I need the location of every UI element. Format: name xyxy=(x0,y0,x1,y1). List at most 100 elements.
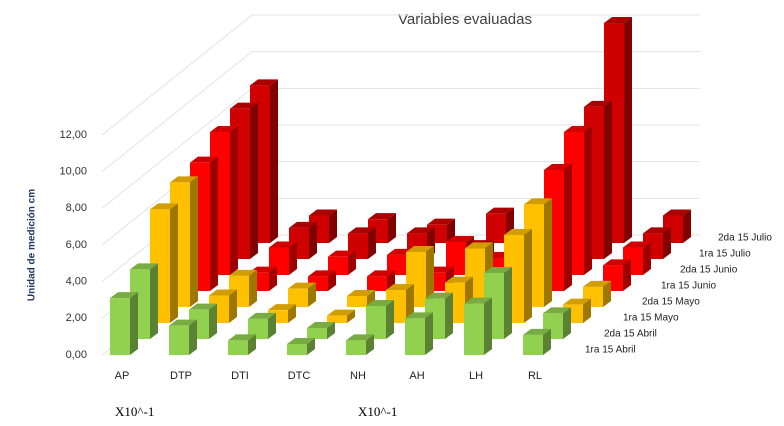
y-tick-label: 10,00 xyxy=(59,166,87,178)
bar-top xyxy=(564,126,592,132)
bar xyxy=(484,267,512,339)
bar-side xyxy=(425,312,433,355)
bar xyxy=(604,17,632,243)
bar xyxy=(308,270,336,291)
bar-side xyxy=(484,297,492,355)
bar-front xyxy=(228,340,248,355)
series-label: 1ra 15 Junio xyxy=(661,281,716,292)
bar-side xyxy=(386,300,394,339)
grid-line xyxy=(101,14,700,136)
bar-side xyxy=(426,246,434,307)
bar-side xyxy=(663,227,671,259)
bar-front xyxy=(523,334,543,355)
bar-top xyxy=(563,298,591,305)
bar-top xyxy=(366,300,394,306)
bar-side xyxy=(348,250,356,275)
y-tick-label: 2,00 xyxy=(66,312,87,324)
bar-top xyxy=(464,297,492,304)
bar xyxy=(523,328,551,355)
bar-top xyxy=(543,307,571,314)
bar-top xyxy=(169,319,197,326)
bar-top xyxy=(604,17,632,23)
bar xyxy=(228,334,256,355)
bar-top xyxy=(269,241,297,248)
bar xyxy=(288,282,316,307)
bar-top xyxy=(623,241,651,248)
bar-front xyxy=(367,276,387,291)
bar-front xyxy=(464,303,484,355)
bar xyxy=(543,307,571,339)
bar xyxy=(287,338,315,355)
bar xyxy=(169,319,197,355)
bar xyxy=(327,309,355,323)
bar-front xyxy=(288,288,308,307)
bar-side xyxy=(368,227,376,259)
bar-side xyxy=(269,266,277,291)
bar-side xyxy=(250,102,258,260)
bar-side xyxy=(209,303,217,339)
bar-side xyxy=(643,241,651,275)
bar-top xyxy=(486,207,514,214)
series-label: 2da 15 Junio xyxy=(680,265,738,276)
bar-top xyxy=(309,209,337,216)
bar-front xyxy=(248,318,268,339)
bar-top xyxy=(248,312,276,319)
bar-side xyxy=(367,290,375,307)
bar-top xyxy=(524,198,552,205)
series-label: 2da 15 Mayo xyxy=(642,297,700,308)
bar-side xyxy=(543,328,551,355)
bar xyxy=(248,312,276,339)
bar-front xyxy=(346,340,366,355)
bar-top xyxy=(210,126,238,132)
bar-side xyxy=(210,156,218,291)
bar-side xyxy=(603,280,611,307)
bar-top xyxy=(268,304,296,311)
bar-side xyxy=(623,259,631,291)
x-tick-label: NH xyxy=(350,370,366,382)
annotation: X10^-1 xyxy=(115,404,154,419)
bar-top xyxy=(367,270,395,277)
bar-side xyxy=(150,263,158,339)
bar-top xyxy=(308,270,336,277)
bar-side xyxy=(445,292,453,339)
series-label: 1ra 15 Abril xyxy=(585,345,636,356)
bar-front xyxy=(327,315,347,323)
bar-top xyxy=(523,328,551,335)
bar-top xyxy=(346,334,374,341)
series-label: 1ra 15 Julio xyxy=(699,249,751,260)
bar-front xyxy=(287,344,307,355)
bar-top xyxy=(504,229,532,235)
bar-front xyxy=(486,213,506,243)
bar-top xyxy=(209,289,237,296)
bar-side xyxy=(328,270,336,291)
y-axis-label: Unidad de medición cm xyxy=(27,189,38,301)
bar xyxy=(268,304,296,323)
bar-side xyxy=(564,164,572,291)
x-tick-label: LH xyxy=(469,370,483,382)
x-tick-label: RL xyxy=(528,370,542,382)
bar-front xyxy=(405,318,425,355)
grid-line xyxy=(101,51,700,173)
annotation: X10^-1 xyxy=(358,404,397,419)
bar-top xyxy=(386,284,414,290)
bar-top xyxy=(368,213,396,220)
bar-side xyxy=(190,176,198,307)
bar-top xyxy=(230,102,258,109)
bar-top xyxy=(603,259,631,266)
bar-top xyxy=(425,292,453,299)
y-tick-label: 12,00 xyxy=(59,129,87,141)
bar-front xyxy=(347,296,367,307)
bar-side xyxy=(229,289,237,323)
bar xyxy=(366,300,394,339)
bar-side xyxy=(584,126,592,275)
bar-front xyxy=(366,306,386,339)
bar-side xyxy=(230,126,238,275)
bar-front xyxy=(110,298,130,355)
bar-side xyxy=(130,292,138,355)
bar-top xyxy=(189,303,217,310)
x-tick-label: DTI xyxy=(231,370,249,382)
bar-top xyxy=(327,309,355,316)
bar-top xyxy=(407,227,435,234)
bar xyxy=(346,334,374,355)
